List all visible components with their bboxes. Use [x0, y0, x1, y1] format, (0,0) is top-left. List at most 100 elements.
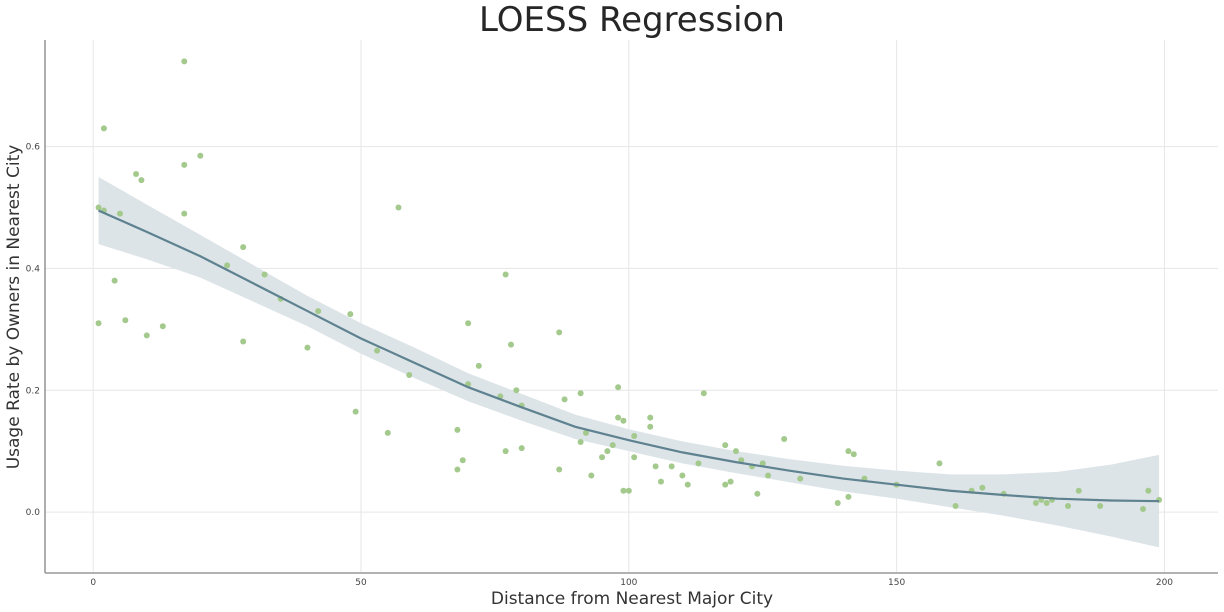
scatter-point — [845, 448, 852, 455]
scatter-point — [1032, 499, 1039, 506]
x-tick-label-1: 50 — [355, 578, 367, 588]
y-tick-labels: 0.0 0.2 0.4 0.6 — [26, 143, 41, 518]
scatter-point — [111, 277, 118, 284]
scatter-point — [582, 429, 589, 436]
scatter-point — [615, 414, 622, 421]
scatter-point — [122, 317, 129, 324]
scatter-point — [727, 478, 734, 485]
scatter-point — [181, 58, 188, 65]
scatter-point — [759, 460, 766, 467]
scatter-point — [647, 423, 654, 430]
scatter-point — [577, 439, 584, 446]
scatter-point — [347, 311, 354, 318]
scatter-point — [518, 445, 525, 452]
scatter-point — [100, 125, 107, 132]
scatter-point — [679, 472, 686, 479]
scatter-point — [684, 481, 691, 488]
scatter-point — [732, 448, 739, 455]
scatter-point — [406, 372, 413, 379]
scatter-point — [754, 490, 761, 497]
grid — [45, 40, 1218, 573]
scatter-point — [240, 338, 247, 345]
y-tick-label-2: 0.4 — [26, 264, 41, 274]
scatter-point — [261, 271, 268, 278]
scatter-point — [513, 387, 520, 394]
scatter-point — [652, 463, 659, 470]
scatter-point — [625, 487, 632, 494]
scatter-point — [722, 481, 729, 488]
x-tick-label-0: 0 — [90, 578, 96, 588]
scatter-point — [384, 429, 391, 436]
y-tick-label-1: 0.2 — [26, 386, 40, 396]
scatter-point — [224, 262, 231, 269]
scatter-point — [95, 320, 102, 327]
scatter-point — [668, 463, 675, 470]
scatter-point — [459, 457, 466, 464]
scatter-point — [845, 493, 852, 500]
scatter-point — [395, 204, 402, 211]
confidence-band — [98, 177, 1160, 548]
scatter-point — [1043, 499, 1050, 506]
scatter-point — [138, 177, 145, 184]
scatter-point — [143, 332, 150, 339]
y-tick-label-3: 0.6 — [26, 143, 41, 153]
scatter-point — [95, 204, 102, 211]
scatter-point — [657, 478, 664, 485]
loess-line — [98, 209, 1160, 503]
scatter-point — [850, 451, 857, 458]
scatter-point — [599, 454, 606, 461]
scatter-point — [1075, 487, 1082, 494]
scatter-point — [454, 426, 461, 433]
scatter-point — [502, 448, 509, 455]
scatter-point — [979, 484, 986, 491]
x-tick-label-3: 150 — [888, 578, 905, 588]
scatter-point — [454, 466, 461, 473]
y-axis-label: Usage Rate by Owners in Nearest City — [4, 145, 24, 470]
scatter-point — [936, 460, 943, 467]
scatter-point — [765, 472, 772, 479]
x-tick-label-2: 100 — [620, 578, 637, 588]
scatter-point — [631, 454, 638, 461]
scatter-point — [620, 417, 627, 424]
scatter-point — [352, 408, 359, 415]
scatter-point — [631, 432, 638, 439]
scatter-point — [181, 161, 188, 168]
scatter-point — [561, 396, 568, 403]
chart-title: LOESS Regression — [479, 0, 785, 40]
loess-line-layer — [98, 209, 1160, 503]
x-tick-label-4: 200 — [1156, 578, 1173, 588]
x-tick-labels: 0 50 100 150 200 — [90, 578, 1173, 588]
scatter-point — [588, 472, 595, 479]
scatter-point — [620, 487, 627, 494]
scatter-point — [465, 320, 472, 327]
scatter-point — [1145, 487, 1152, 494]
scatter-points — [95, 58, 1163, 513]
scatter-point — [304, 344, 311, 351]
scatter-point — [609, 442, 616, 449]
scatter-point — [604, 448, 611, 455]
scatter-point — [315, 308, 322, 315]
scatter-point — [116, 210, 123, 217]
y-tick-label-0: 0.0 — [26, 508, 41, 518]
confidence-band-layer — [98, 177, 1160, 548]
scatter-point — [556, 466, 563, 473]
scatter-point — [502, 271, 509, 278]
scatter-point — [577, 390, 584, 397]
scatter-point — [797, 475, 804, 482]
scatter-point — [1097, 502, 1104, 509]
scatter-point — [781, 435, 788, 442]
scatter-point — [1065, 502, 1072, 509]
scatter-point — [834, 499, 841, 506]
scatter-point — [556, 329, 563, 336]
scatter-point — [159, 323, 166, 330]
scatter-point — [475, 362, 482, 369]
scatter-point — [1140, 506, 1147, 513]
scatter-point — [700, 390, 707, 397]
scatter-point — [133, 171, 140, 178]
scatter-point — [181, 210, 188, 217]
scatter-point — [240, 244, 247, 251]
scatter-point — [722, 442, 729, 449]
x-axis-label: Distance from Nearest Major City — [491, 589, 773, 609]
scatter-point — [952, 502, 959, 509]
